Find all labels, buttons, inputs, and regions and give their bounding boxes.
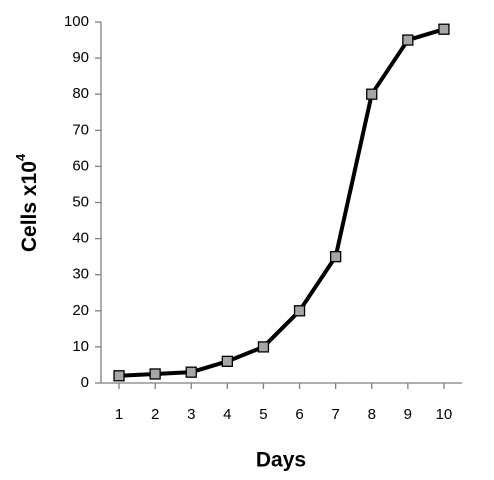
y-tick-label: 80 xyxy=(72,85,89,102)
marker xyxy=(221,355,234,367)
marker xyxy=(257,341,270,353)
y-tick-label: 90 xyxy=(72,49,89,66)
x-tick-label: 7 xyxy=(331,406,339,423)
x-axis-title: Days xyxy=(256,449,306,472)
series-line xyxy=(118,27,445,378)
x-tick-label: 6 xyxy=(295,406,303,423)
x-tick-label: 9 xyxy=(404,406,412,423)
y-tick-label: 30 xyxy=(72,266,89,283)
x-tick-label: 10 xyxy=(436,406,453,423)
x-tick-label: 5 xyxy=(259,406,267,423)
marker xyxy=(438,23,450,35)
y-tick-label: 50 xyxy=(72,193,89,210)
y-tick-label: 70 xyxy=(72,121,89,138)
marker xyxy=(149,368,161,380)
marker xyxy=(402,34,414,46)
marker xyxy=(366,88,378,100)
marker xyxy=(293,305,306,317)
marker xyxy=(185,366,197,378)
y-axis-title-base: Cells x10 xyxy=(18,161,41,252)
y-axis-title: Cells x104 xyxy=(13,153,40,252)
y-tick-label: 40 xyxy=(72,230,89,247)
x-tick-label: 1 xyxy=(115,406,123,423)
x-tick-label: 3 xyxy=(187,406,195,423)
y-tick-label: 20 xyxy=(72,302,89,319)
marker xyxy=(329,250,342,263)
marker xyxy=(113,370,125,382)
y-tick-label: 0 xyxy=(81,374,89,391)
y-axis-title-exponent: 4 xyxy=(13,153,28,161)
y-tick-label: 100 xyxy=(64,13,89,30)
y-tick-label: 10 xyxy=(72,338,89,355)
x-tick-label: 8 xyxy=(368,406,376,423)
x-tick-label: 4 xyxy=(223,406,231,423)
x-tick-label: 2 xyxy=(151,406,159,423)
y-tick-label: 60 xyxy=(72,157,89,174)
